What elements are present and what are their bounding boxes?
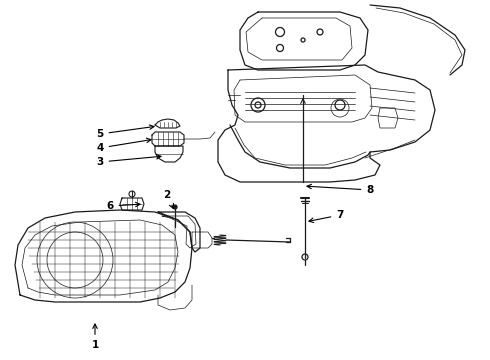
Text: 3: 3 bbox=[97, 154, 161, 167]
Text: 6: 6 bbox=[106, 201, 140, 211]
Text: 5: 5 bbox=[97, 125, 154, 139]
Text: 7: 7 bbox=[309, 210, 343, 222]
Circle shape bbox=[173, 205, 177, 209]
Text: 2: 2 bbox=[163, 190, 173, 208]
Text: 8: 8 bbox=[307, 184, 374, 195]
Text: 1: 1 bbox=[91, 324, 98, 350]
Text: 4: 4 bbox=[97, 138, 151, 153]
